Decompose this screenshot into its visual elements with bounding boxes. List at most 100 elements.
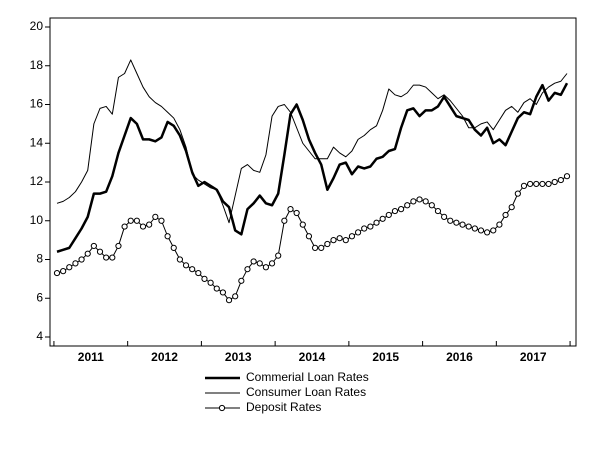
point-marker — [416, 196, 423, 203]
point-marker — [238, 277, 245, 284]
x-tick-label: 2013 — [225, 350, 252, 364]
point-marker — [490, 227, 497, 234]
point-marker — [502, 211, 509, 219]
point-marker — [213, 285, 220, 292]
y-tick-label: 12 — [30, 174, 44, 188]
x-tick-label: 2017 — [520, 350, 547, 364]
y-tick-label: 4 — [36, 329, 43, 343]
point-marker — [250, 258, 257, 265]
point-marker — [262, 264, 270, 271]
point-marker — [348, 233, 356, 240]
x-tick-label: 2014 — [299, 350, 326, 364]
point-marker — [441, 213, 448, 220]
point-marker — [447, 217, 454, 224]
point-marker — [232, 293, 239, 300]
point-marker — [367, 223, 374, 230]
point-marker — [195, 269, 202, 277]
series-line — [56, 59, 568, 224]
point-marker — [96, 248, 104, 255]
point-marker — [293, 209, 300, 217]
point-marker — [121, 223, 128, 230]
point-marker — [428, 202, 435, 209]
point-marker — [164, 233, 171, 240]
point-marker — [545, 180, 552, 188]
point-marker — [115, 242, 122, 250]
point-marker — [84, 250, 91, 257]
point-marker — [256, 260, 263, 267]
point-marker — [379, 215, 386, 222]
point-marker — [201, 275, 208, 282]
point-marker — [281, 217, 288, 224]
point-marker — [484, 229, 491, 236]
point-marker — [514, 190, 521, 197]
point-marker — [459, 221, 466, 228]
y-tick-label: 20 — [30, 19, 44, 33]
legend-marker — [218, 404, 226, 412]
point-marker — [182, 262, 190, 269]
point-marker — [354, 229, 362, 236]
point-marker — [330, 237, 337, 244]
legend-label: Consumer Loan Rates — [246, 385, 366, 399]
point-marker — [90, 242, 97, 250]
point-marker — [103, 254, 110, 261]
y-tick-label: 6 — [36, 290, 43, 304]
point-marker — [287, 206, 294, 213]
point-marker — [170, 244, 177, 251]
point-marker — [397, 206, 405, 213]
y-tick-label: 10 — [30, 213, 44, 227]
point-marker — [152, 213, 159, 220]
point-marker — [385, 211, 392, 219]
x-tick-label: 2016 — [446, 350, 473, 364]
point-marker — [158, 217, 165, 224]
point-marker — [60, 268, 67, 275]
legend-label: Deposit Rates — [246, 400, 321, 414]
point-marker — [361, 225, 368, 232]
point-marker — [551, 178, 558, 186]
y-tick-label: 8 — [36, 252, 43, 266]
point-marker — [146, 221, 153, 228]
point-marker — [508, 204, 515, 211]
point-marker — [422, 198, 429, 205]
point-marker — [563, 173, 571, 180]
point-marker — [176, 256, 183, 263]
plot-frame — [49, 17, 577, 347]
y-tick-label: 14 — [30, 135, 44, 149]
point-marker — [127, 217, 134, 224]
point-marker — [78, 256, 85, 263]
x-tick-label: 2015 — [372, 350, 399, 364]
point-marker — [410, 198, 417, 205]
point-marker — [539, 180, 546, 188]
x-tick-label: 2011 — [78, 350, 104, 364]
point-marker — [219, 289, 227, 296]
point-marker — [275, 252, 282, 259]
point-marker — [109, 254, 116, 261]
y-tick-label: 18 — [30, 58, 44, 72]
point-marker — [305, 233, 313, 240]
point-marker — [66, 264, 73, 271]
point-marker — [244, 266, 251, 273]
point-marker — [533, 180, 540, 188]
point-marker — [342, 237, 349, 244]
point-marker — [471, 225, 478, 232]
y-tick-label: 16 — [30, 97, 44, 111]
point-marker — [53, 269, 61, 277]
point-marker — [207, 279, 214, 286]
point-marker — [404, 202, 411, 209]
point-marker — [391, 207, 399, 215]
point-marker — [557, 176, 564, 184]
x-tick-label: 2012 — [151, 350, 178, 364]
point-marker — [496, 221, 503, 228]
point-marker — [465, 223, 472, 230]
point-marker — [133, 217, 140, 224]
point-marker — [299, 221, 306, 228]
series-line — [56, 82, 569, 253]
point-marker — [225, 297, 233, 304]
point-marker — [453, 219, 460, 226]
point-marker — [527, 180, 534, 188]
point-marker — [434, 207, 442, 215]
point-marker — [373, 219, 380, 226]
point-marker — [324, 240, 331, 248]
point-marker — [268, 260, 276, 267]
point-marker — [318, 244, 325, 251]
